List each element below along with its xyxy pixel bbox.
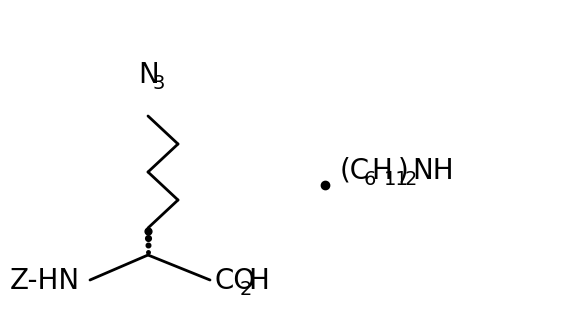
Text: NH: NH bbox=[412, 157, 454, 185]
Text: 3: 3 bbox=[152, 74, 164, 93]
Text: (C: (C bbox=[340, 157, 370, 185]
Text: Z-HN: Z-HN bbox=[10, 267, 80, 295]
Text: CO: CO bbox=[215, 267, 256, 295]
Text: N: N bbox=[138, 61, 159, 89]
Text: 2: 2 bbox=[240, 280, 252, 299]
Text: ): ) bbox=[398, 157, 409, 185]
Text: 11: 11 bbox=[384, 170, 409, 189]
Text: H: H bbox=[371, 157, 392, 185]
Text: 2: 2 bbox=[405, 170, 417, 189]
Text: H: H bbox=[248, 267, 269, 295]
Text: 6: 6 bbox=[364, 170, 377, 189]
